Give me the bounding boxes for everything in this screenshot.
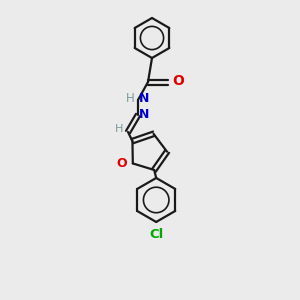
Text: H: H xyxy=(126,92,135,106)
Text: Cl: Cl xyxy=(149,228,163,241)
Text: O: O xyxy=(116,157,127,170)
Text: N: N xyxy=(139,92,149,106)
Text: N: N xyxy=(139,109,149,122)
Text: H: H xyxy=(115,124,123,134)
Text: O: O xyxy=(172,74,184,88)
